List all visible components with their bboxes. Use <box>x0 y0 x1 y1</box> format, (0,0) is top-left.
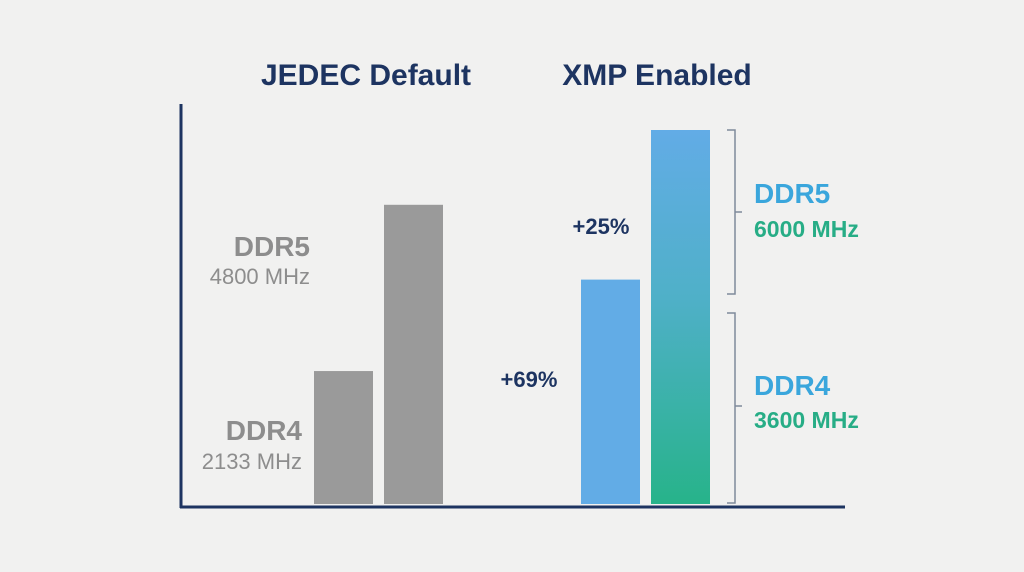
bars-layer <box>314 130 710 505</box>
xmp-ddr5-gain-label: +25% <box>573 214 630 239</box>
xmp-ddr4-freq: 3600 MHz <box>754 407 859 433</box>
xmp-ddr5-name: DDR5 <box>754 178 830 209</box>
jedec-ddr5-freq: 4800 MHz <box>210 264 310 289</box>
group-title-xmp: XMP Enabled <box>562 59 752 92</box>
jedec-ddr4-name: DDR4 <box>226 415 303 446</box>
xmp-ddr4-bar <box>581 279 640 504</box>
ddr5-bracket <box>727 129 742 295</box>
xmp-ddr4-name: DDR4 <box>754 370 831 401</box>
group-title-jedec: JEDEC Default <box>261 59 471 92</box>
xmp-ddr5-freq: 6000 MHz <box>754 216 859 242</box>
jedec-ddr5-bar <box>384 204 443 505</box>
xmp-ddr4-gain-label: +69% <box>501 367 558 392</box>
jedec-ddr4-bar <box>314 371 373 504</box>
jedec-ddr4-freq: 2133 MHz <box>202 449 302 474</box>
ddr4-bracket <box>727 312 742 504</box>
xmp-ddr5-bar <box>651 130 710 504</box>
jedec-ddr5-name: DDR5 <box>234 231 310 262</box>
